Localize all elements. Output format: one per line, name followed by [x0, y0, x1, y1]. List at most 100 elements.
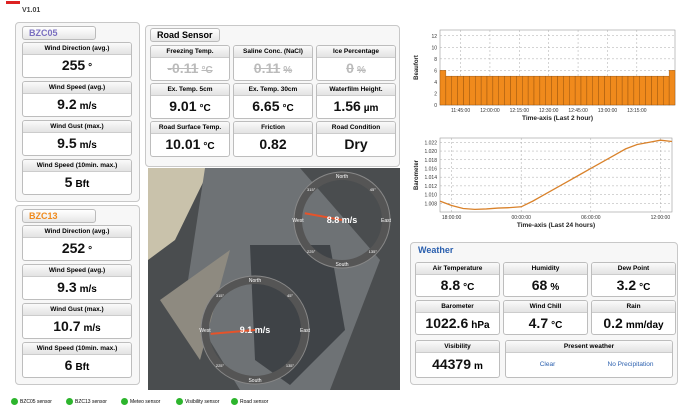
value-card: Wind Gust (max.)10.7m/s: [22, 303, 132, 339]
x-tick-label: 13:15:00: [627, 108, 647, 114]
x-tick-label: 18:00:00: [442, 215, 462, 221]
y-tick-label: 6: [434, 68, 437, 74]
y-axis-label: Barometer: [414, 159, 420, 190]
status-dot: [121, 398, 128, 405]
bar: [464, 76, 470, 105]
y-tick-label: 1.018: [424, 158, 437, 164]
compass-degree: 45°: [370, 187, 376, 192]
card-value: 6: [65, 357, 73, 373]
status-label: Road sensor: [240, 399, 268, 405]
bar: [640, 76, 646, 105]
card-value: 9.2: [57, 96, 76, 112]
y-tick-label: 2: [434, 91, 437, 97]
card-label: Dew Point: [592, 263, 675, 275]
bar: [581, 76, 587, 105]
y-tick-label: 4: [434, 80, 437, 86]
status-label: Meteo sensor: [130, 399, 160, 405]
bar: [522, 76, 528, 105]
bar: [622, 76, 628, 105]
value-card: Rain0.2mm/day: [591, 300, 676, 335]
bar: [469, 76, 475, 105]
compass-degree: 135°: [369, 249, 378, 254]
status-label: BZC13 sensor: [75, 399, 107, 405]
status-dot: [231, 398, 238, 405]
status-dot: [11, 398, 18, 405]
card-value: 9.01: [169, 98, 196, 114]
value-card: Wind Direction (avg.)255°: [22, 42, 132, 78]
bar: [593, 76, 599, 105]
value-card: Road Surface Temp.10.01°C: [150, 121, 230, 157]
card-unit: Bft: [75, 179, 89, 190]
card-unit: m/s: [84, 323, 101, 334]
card-unit: m/s: [80, 284, 97, 295]
card-label: Saline Conc. (NaCl): [234, 46, 312, 58]
card-label: Road Surface Temp.: [151, 122, 229, 134]
card-value: 252: [62, 240, 85, 256]
card-unit: hPa: [471, 320, 489, 331]
card-unit: mm/day: [626, 320, 664, 331]
card-unit: °C: [200, 103, 211, 114]
card-label: Friction: [234, 122, 312, 134]
status-item: Visibility sensor: [176, 398, 219, 405]
compass-degree: 45°: [287, 293, 293, 298]
card-value: 44379: [432, 356, 471, 372]
bar: [587, 76, 593, 105]
card-label: Wind Direction (avg.): [23, 226, 131, 238]
compass-label: West: [292, 218, 304, 224]
card-unit: µm: [364, 103, 379, 114]
card-unit: °: [88, 62, 92, 73]
card-label: Humidity: [504, 263, 587, 275]
x-axis-label: Time-axis (Last 2 hour): [522, 115, 593, 122]
value-card: Road ConditionDry: [316, 121, 396, 157]
value-card: Ex. Temp. 5cm9.01°C: [150, 83, 230, 119]
status-label: Visibility sensor: [185, 399, 219, 405]
y-tick-label: 1.008: [424, 201, 437, 207]
version: V1.01: [22, 7, 40, 14]
y-axis-label: Beaufort: [414, 55, 420, 80]
compass-degree: 135°: [286, 363, 295, 368]
bar: [540, 76, 546, 105]
compass-degree: 225°: [216, 363, 225, 368]
card-unit: °C: [203, 141, 214, 152]
status-item: Meteo sensor: [121, 398, 160, 405]
bar: [634, 76, 640, 105]
bar: [511, 76, 517, 105]
bar: [534, 76, 540, 105]
card-unit: %: [357, 65, 366, 76]
compass-label: South: [248, 378, 261, 384]
card-label: Wind Gust (max.): [23, 121, 131, 133]
bar: [628, 76, 634, 105]
x-axis-label: Time-axis (Last 24 hours): [517, 222, 595, 229]
present-weather: Present weatherClearNo Precipitation: [505, 340, 673, 378]
card-label: Ex. Temp. 30cm: [234, 84, 312, 96]
y-tick-label: 1.022: [424, 140, 437, 146]
card-value: 3.2: [617, 277, 636, 293]
status-item: BZC13 sensor: [66, 398, 107, 405]
status-label: BZC05 sensor: [20, 399, 52, 405]
present-value: Clear: [506, 361, 589, 368]
card-label: Wind Speed (10min. max.): [23, 343, 131, 355]
bar: [446, 76, 452, 105]
present-value: No Precipitation: [589, 361, 672, 368]
card-unit: Bft: [75, 362, 89, 373]
y-tick-label: 12: [431, 34, 437, 40]
y-tick-label: 1.016: [424, 166, 437, 172]
road-title: Road Sensor: [150, 28, 220, 42]
card-label: Visibility: [416, 341, 499, 353]
x-tick-label: 12:00:00: [480, 108, 500, 114]
x-tick-label: 12:45:00: [568, 108, 588, 114]
card-value: 0.11: [254, 60, 280, 76]
logo: [6, 1, 20, 4]
bar: [505, 76, 511, 105]
card-value: 255: [62, 57, 85, 73]
value-card: Saline Conc. (NaCl)0.11%: [233, 45, 313, 81]
bar: [575, 76, 581, 105]
y-tick-label: 0: [434, 103, 437, 109]
value-card: Dew Point3.2°C: [591, 262, 676, 297]
status-dot: [176, 398, 183, 405]
bar: [487, 76, 493, 105]
